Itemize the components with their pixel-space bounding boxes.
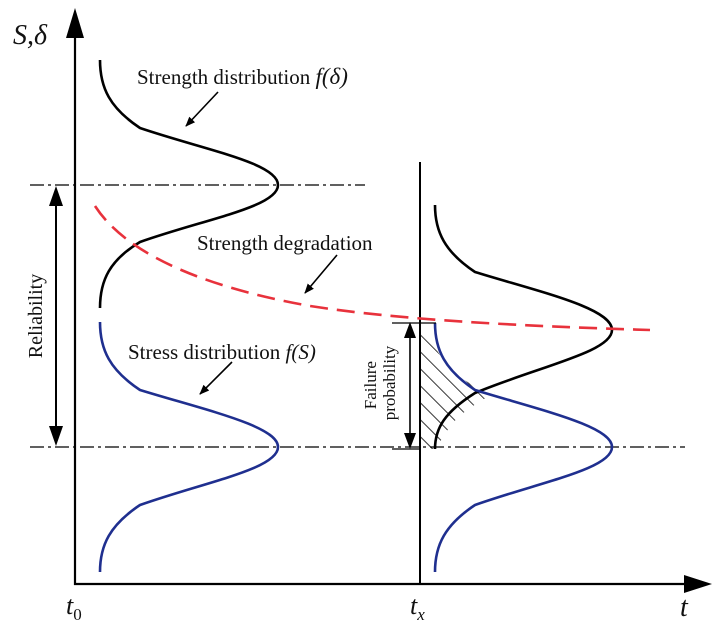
failure-label-line2: probability — [380, 345, 399, 420]
stress-label-pointer — [199, 361, 233, 395]
y-axis-label-sep: , — [27, 20, 34, 51]
tx-label: tx — [410, 591, 425, 624]
degradation-label-pointer — [304, 254, 338, 294]
y-axis-label-s: S — [13, 20, 27, 51]
reliability-label: Reliability — [25, 274, 47, 358]
stress-distribution-label: Stress distribution f(S) — [128, 340, 316, 364]
strength-distribution-label: Strength distribution f(δ) — [137, 64, 348, 89]
strength-distribution-formula: f(δ) — [316, 64, 348, 89]
strength-degradation-curve — [93, 205, 651, 332]
tx-label-sub: x — [416, 605, 425, 624]
failure-label-line1: Failure — [361, 361, 380, 409]
y-axis-label: S,δ — [13, 20, 48, 51]
strength-curve-t0 — [98, 59, 280, 309]
failure-arrow-top — [404, 322, 416, 338]
t0-label-main: t — [66, 591, 74, 620]
x-axis-label: t — [680, 592, 689, 623]
tx-label-main: t — [410, 591, 418, 620]
y-axis-label-delta: δ — [34, 20, 48, 51]
failure-probability-label: Failure probability — [361, 345, 399, 420]
y-axis-arrowhead — [66, 8, 84, 38]
stress-distribution-text: Stress distribution — [128, 340, 286, 364]
stress-distribution-formula: f(S) — [286, 340, 316, 364]
failure-region — [420, 323, 495, 449]
strength-distribution-text: Strength distribution — [137, 65, 316, 89]
t0-label-sub: 0 — [73, 605, 82, 624]
stress-curve-tx — [433, 322, 614, 573]
reliability-arrow-bottom — [49, 426, 63, 446]
t0-label: t0 — [66, 591, 82, 624]
strength-degradation-label: Strength degradation — [197, 231, 373, 255]
stress-curve-t0 — [98, 321, 280, 573]
x-axis-arrowhead — [684, 575, 712, 593]
reliability-arrow-top — [49, 186, 63, 206]
failure-arrow-bottom — [404, 433, 416, 449]
strength-label-pointer — [185, 91, 219, 127]
